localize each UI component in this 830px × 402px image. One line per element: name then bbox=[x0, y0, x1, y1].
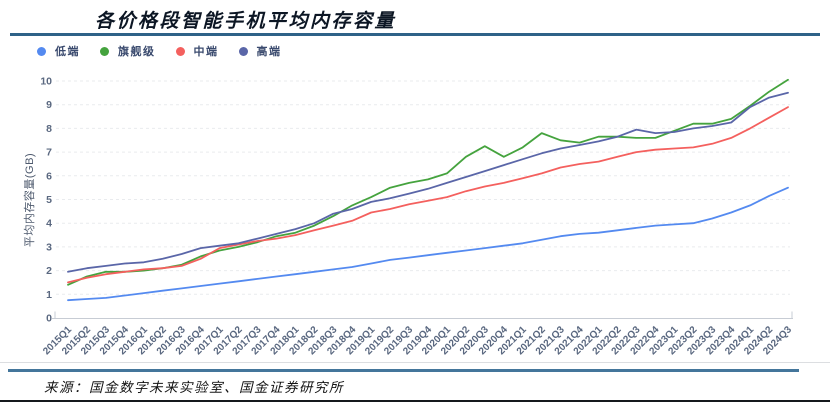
y-tick-label: 5 bbox=[46, 194, 52, 206]
footer-hairline bbox=[0, 362, 830, 363]
series-line-high-end bbox=[67, 91, 789, 273]
legend-item-mid-range: 中端 bbox=[175, 43, 219, 59]
legend-item-low-end: 低端 bbox=[37, 43, 80, 59]
y-tick-label: 1 bbox=[46, 289, 52, 301]
chart-legend: 低端 旗舰级 中端 高端 bbox=[37, 43, 282, 59]
legend-dot-flagship-icon bbox=[100, 46, 109, 56]
series-line-mid-range bbox=[67, 106, 789, 284]
legend-label-flagship: 旗舰级 bbox=[118, 46, 156, 58]
y-tick-label: 7 bbox=[46, 147, 52, 159]
source-note: 来源：国金数字未来实验室、国金证券研究所 bbox=[44, 380, 344, 395]
y-tick-label: 2 bbox=[46, 265, 52, 277]
legend-dot-low-end-icon bbox=[37, 46, 46, 56]
y-tick-label: 4 bbox=[46, 218, 52, 230]
y-tick-label: 10 bbox=[40, 76, 52, 88]
y-tick-label: 8 bbox=[46, 123, 52, 135]
series-line-low-end bbox=[67, 186, 789, 302]
legend-label-low-end: 低端 bbox=[55, 46, 80, 58]
series-line-flagship bbox=[67, 78, 789, 286]
legend-dot-high-end-icon bbox=[238, 46, 248, 56]
legend-label-mid-range: 中端 bbox=[193, 46, 219, 58]
legend-dot-mid-range-icon bbox=[175, 46, 185, 56]
y-axis-title: 平均内存容量(GB) bbox=[22, 153, 36, 247]
legend-label-high-end: 高端 bbox=[256, 46, 282, 58]
y-tick-label: 6 bbox=[46, 170, 52, 182]
bottom-border bbox=[0, 399, 830, 402]
legend-item-flagship: 旗舰级 bbox=[100, 43, 156, 59]
y-tick-label: 9 bbox=[46, 99, 52, 111]
footer-divider bbox=[8, 368, 799, 372]
title-divider bbox=[10, 33, 820, 36]
chart-title: 各价格段智能手机平均内存容量 bbox=[95, 11, 397, 32]
legend-item-high-end: 高端 bbox=[238, 43, 282, 59]
y-tick-label: 0 bbox=[46, 313, 52, 325]
y-tick-label: 3 bbox=[46, 241, 52, 253]
